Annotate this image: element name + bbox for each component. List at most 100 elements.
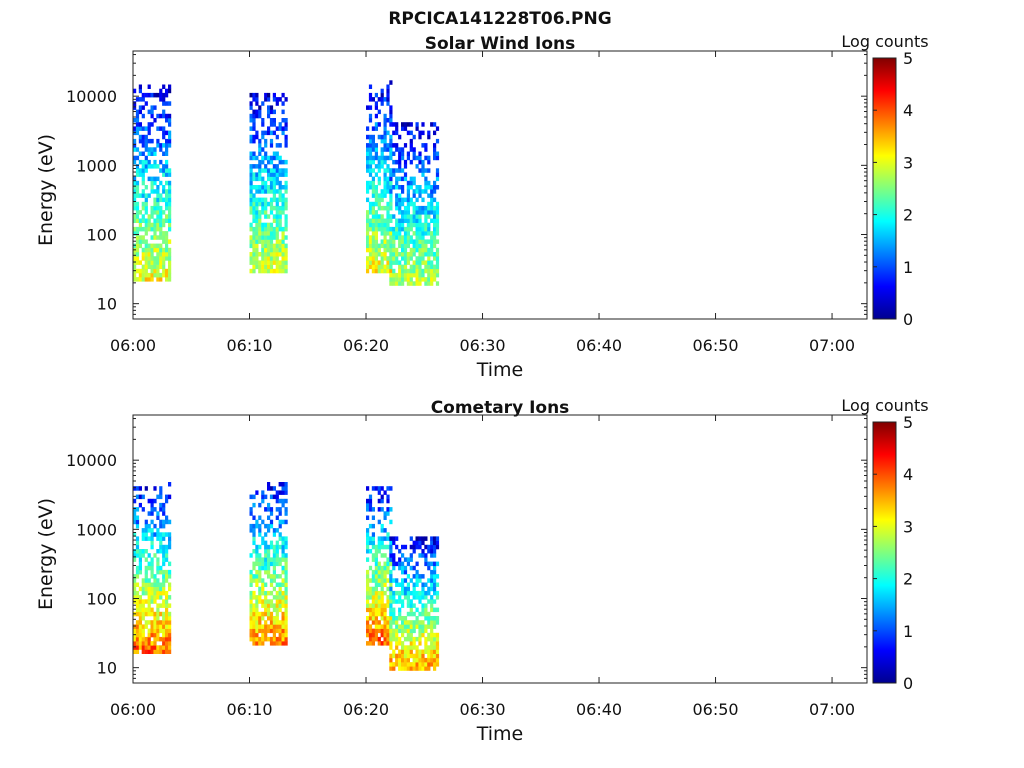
- heatmap-cell: [409, 544, 413, 550]
- heatmap-cell: [147, 536, 151, 541]
- heatmap-cell: [435, 218, 440, 223]
- heatmap-cell: [162, 632, 166, 638]
- heatmap-cell: [138, 603, 142, 608]
- heatmap-cell: [281, 611, 285, 617]
- heatmap-cell: [284, 159, 288, 165]
- heatmap-cell: [377, 176, 381, 182]
- heatmap-cell: [368, 616, 373, 621]
- heatmap-cell: [421, 595, 425, 600]
- heatmap-cell: [389, 561, 393, 567]
- heatmap-cell: [281, 498, 285, 504]
- heatmap-cell: [162, 235, 166, 240]
- heatmap-cell: [156, 264, 160, 270]
- heatmap-cell: [281, 193, 285, 198]
- heatmap-cell: [401, 582, 405, 587]
- heatmap-cell: [366, 590, 370, 596]
- heatmap-cell: [401, 155, 405, 161]
- heatmap-cell: [380, 536, 384, 541]
- heatmap-cell: [153, 176, 157, 182]
- heatmap-cell: [138, 486, 142, 491]
- heatmap-cell: [374, 264, 378, 270]
- heatmap-cell: [258, 590, 262, 596]
- heatmap-cell: [269, 189, 274, 194]
- heatmap-cell: [284, 247, 288, 253]
- heatmap-cell: [395, 180, 399, 186]
- heatmap-cell: [255, 214, 259, 219]
- heatmap-cell: [150, 561, 154, 567]
- heatmap-cell: [430, 662, 434, 667]
- heatmap-cell: [264, 143, 268, 148]
- heatmap-cell: [284, 268, 288, 274]
- heatmap-cell: [433, 616, 437, 621]
- heatmap-cell: [412, 222, 416, 228]
- heatmap-cell: [281, 130, 285, 136]
- heatmap-cell: [138, 126, 142, 131]
- heatmap-cell: [374, 574, 378, 579]
- heatmap-cell: [267, 201, 271, 207]
- heatmap-cell: [275, 239, 279, 244]
- heatmap-cell: [403, 247, 408, 253]
- heatmap-cell: [368, 134, 373, 140]
- heatmap-cell: [258, 574, 262, 579]
- heatmap-cell: [421, 553, 425, 558]
- heatmap-cell: [409, 578, 413, 583]
- heatmap-cell: [168, 264, 172, 270]
- heatmap-cell: [284, 252, 288, 257]
- heatmap-cell: [147, 214, 151, 219]
- heatmap-cell: [267, 130, 271, 136]
- heatmap-cell: [415, 590, 419, 596]
- heatmap-cell: [275, 180, 279, 186]
- heatmap-cell: [144, 243, 148, 249]
- heatmap-cell: [418, 210, 422, 215]
- heatmap-cell: [133, 582, 137, 587]
- heatmap-cell: [138, 138, 142, 144]
- heatmap-cell: [264, 214, 268, 219]
- heatmap-cell: [377, 561, 381, 567]
- heatmap-cell: [159, 507, 163, 512]
- heatmap-cell: [150, 586, 154, 592]
- heatmap-cell: [374, 214, 378, 219]
- heatmap-cell: [392, 143, 396, 148]
- heatmap-cell: [418, 243, 422, 249]
- heatmap-cell: [430, 235, 434, 240]
- heatmap-cell: [398, 549, 402, 554]
- heatmap-cell: [377, 268, 381, 274]
- heatmap-cell: [427, 193, 431, 198]
- heatmap-cell: [398, 582, 402, 587]
- heatmap-cell: [401, 645, 405, 650]
- heatmap-cell: [258, 264, 262, 270]
- heatmap-cell: [150, 138, 154, 144]
- heatmap-cell: [395, 628, 399, 634]
- heatmap-cell: [383, 218, 387, 223]
- heatmap-cell: [156, 569, 160, 575]
- heatmap-cell: [275, 628, 279, 634]
- heatmap-cell: [427, 636, 431, 642]
- heatmap-cell: [368, 201, 373, 207]
- heatmap-cell: [374, 252, 378, 257]
- heatmap-cell: [374, 544, 378, 550]
- heatmap-cell: [430, 620, 434, 625]
- heatmap-cell: [147, 641, 151, 646]
- heatmap-cell: [269, 264, 274, 270]
- heatmap-cell: [392, 185, 396, 190]
- heatmap-cell: [377, 201, 381, 207]
- heatmap-cell: [433, 268, 437, 274]
- heatmap-cell: [427, 565, 431, 571]
- heatmap-cell: [389, 260, 393, 265]
- heatmap-cell: [133, 226, 137, 232]
- heatmap-cell: [415, 595, 419, 600]
- heatmap-cell: [380, 616, 384, 621]
- heatmap-cell: [409, 176, 413, 182]
- heatmap-cell: [383, 553, 387, 558]
- heatmap-cell: [272, 256, 276, 261]
- heatmap-cell: [272, 603, 276, 608]
- heatmap-cell: [427, 611, 431, 617]
- heatmap-cell: [433, 569, 437, 575]
- heatmap-cell: [403, 231, 408, 236]
- heatmap-cell: [258, 143, 262, 148]
- heatmap-cell: [135, 256, 140, 261]
- heatmap-cell: [374, 226, 378, 232]
- heatmap-cell: [278, 197, 282, 203]
- heatmap-cell: [147, 226, 151, 232]
- heatmap-cell: [269, 523, 274, 529]
